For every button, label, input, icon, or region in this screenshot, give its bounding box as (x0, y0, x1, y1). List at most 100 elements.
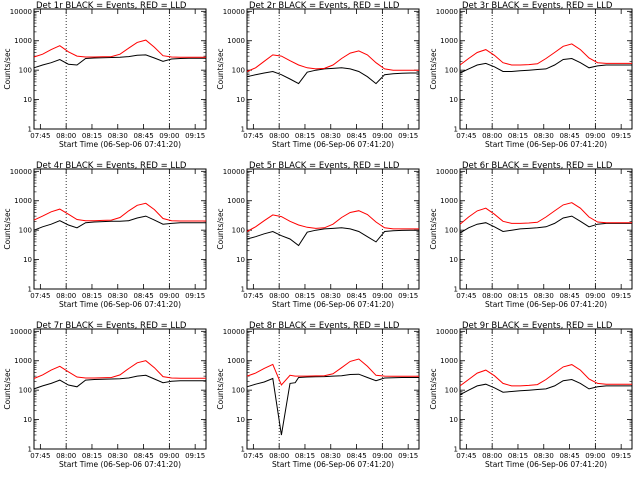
detector-plot-8: Det 8r BLACK = Events, RED = LLD 1 10 100 10… (216, 321, 420, 469)
x-axis-label: Start Time (06-Sep-06 07:41:20) (59, 460, 181, 469)
x-tick-label: 07:45 (30, 292, 50, 300)
x-tick-label: 08:45 (559, 132, 579, 140)
events-series-line (33, 215, 206, 231)
plot-title: Det 2r BLACK = Events, RED = LLD (249, 1, 400, 11)
x-tick-label: 08:30 (534, 292, 554, 300)
x-tick-label: 08:15 (295, 292, 315, 300)
plot-title: Det 1r BLACK = Events, RED = LLD (36, 1, 187, 11)
x-tick-label: 08:30 (108, 132, 128, 140)
x-tick-label: 08:00 (269, 132, 289, 140)
y-tick-label: 1 (454, 286, 458, 294)
x-tick-label: 09:00 (159, 132, 179, 140)
plot-title: Det 5r BLACK = Events, RED = LLD (249, 161, 400, 171)
x-tick-label: 08:15 (295, 132, 315, 140)
y-tick-label: 10 (449, 96, 458, 104)
y-tick-label: 1 (454, 126, 458, 134)
x-tick-label: 08:00 (482, 132, 502, 140)
plot-frame (33, 8, 207, 130)
y-tick-label: 10 (23, 96, 32, 104)
events-series-line (246, 227, 419, 247)
y-tick-label: 1 (241, 286, 245, 294)
x-tick-label: 08:00 (56, 452, 76, 460)
y-tick-label: 100 (19, 387, 32, 395)
y-axis-label: Counts/sec (3, 368, 12, 409)
x-axis-label: Start Time (06-Sep-06 07:41:20) (272, 300, 394, 309)
y-axis-label: Counts/sec (429, 208, 438, 249)
events-series-line (459, 378, 632, 396)
x-tick-label: 08:45 (133, 132, 153, 140)
y-axis-label: Counts/sec (216, 208, 225, 249)
events-series-line (33, 54, 206, 69)
x-tick-label: 08:15 (508, 452, 528, 460)
plot-title: Det 4r BLACK = Events, RED = LLD (36, 161, 187, 171)
y-tick-label: 10000 (10, 8, 32, 16)
x-tick-label: 09:00 (585, 132, 605, 140)
y-axis-label: Counts/sec (216, 368, 225, 409)
x-tick-label: 09:00 (159, 452, 179, 460)
lld-series-line (459, 364, 632, 387)
x-tick-label: 08:15 (295, 452, 315, 460)
detector-plot-5: Det 5r BLACK = Events, RED = LLD 1 10 100 10… (216, 161, 420, 309)
plot-title: Det 8r BLACK = Events, RED = LLD (249, 321, 400, 331)
x-tick-label: 08:30 (321, 452, 341, 460)
y-tick-label: 10000 (10, 328, 32, 336)
y-tick-label: 10000 (436, 168, 458, 176)
lld-series-line (246, 358, 419, 386)
x-tick-label: 09:00 (585, 292, 605, 300)
y-tick-label: 1000 (440, 37, 458, 45)
x-axis-label: Start Time (06-Sep-06 07:41:20) (59, 300, 181, 309)
x-tick-label: 09:15 (398, 292, 418, 300)
lld-series-line (246, 210, 419, 232)
x-tick-label: 09:15 (611, 132, 631, 140)
y-tick-label: 1 (28, 126, 32, 134)
y-tick-label: 10 (449, 256, 458, 264)
x-tick-label: 09:15 (185, 452, 205, 460)
x-axis-label: Start Time (06-Sep-06 07:41:20) (485, 460, 607, 469)
x-tick-label: 07:45 (30, 452, 50, 460)
x-tick-label: 08:45 (133, 292, 153, 300)
detector-plot-6: Det 6r BLACK = Events, RED = LLD 1 10 100 10… (429, 161, 633, 309)
plot-frame (459, 328, 633, 450)
plot-frame (246, 8, 420, 130)
x-axis-label: Start Time (06-Sep-06 07:41:20) (485, 300, 607, 309)
x-tick-label: 08:45 (559, 292, 579, 300)
y-tick-label: 10000 (223, 8, 245, 16)
y-tick-label: 10000 (223, 168, 245, 176)
plot-frame (33, 168, 207, 290)
lld-series-line (33, 360, 206, 379)
x-tick-label: 09:15 (398, 132, 418, 140)
x-tick-label: 07:45 (456, 452, 476, 460)
y-axis-label: Counts/sec (429, 368, 438, 409)
y-tick-label: 10 (236, 96, 245, 104)
y-tick-label: 100 (19, 227, 32, 235)
x-tick-label: 08:00 (56, 292, 76, 300)
x-tick-label: 09:15 (185, 292, 205, 300)
y-tick-label: 10000 (436, 8, 458, 16)
x-tick-label: 08:15 (82, 452, 102, 460)
y-tick-label: 1 (241, 126, 245, 134)
x-tick-label: 07:45 (30, 132, 50, 140)
x-tick-label: 07:45 (243, 452, 263, 460)
y-tick-label: 10 (23, 256, 32, 264)
x-tick-label: 08:30 (108, 452, 128, 460)
y-tick-label: 1000 (440, 357, 458, 365)
detector-plot-7: Det 7r BLACK = Events, RED = LLD 1 10 100 10… (3, 321, 207, 469)
x-tick-label: 08:45 (346, 132, 366, 140)
events-series-line (246, 67, 419, 85)
x-tick-label: 08:00 (482, 292, 502, 300)
y-tick-label: 100 (445, 227, 458, 235)
y-tick-label: 10 (23, 416, 32, 424)
y-tick-label: 1000 (227, 357, 245, 365)
x-tick-label: 08:30 (534, 452, 554, 460)
x-tick-label: 08:00 (269, 292, 289, 300)
x-tick-label: 08:45 (346, 292, 366, 300)
x-tick-label: 08:45 (559, 452, 579, 460)
y-tick-label: 10 (236, 256, 245, 264)
y-tick-label: 10000 (10, 168, 32, 176)
x-tick-label: 09:00 (372, 292, 392, 300)
x-tick-label: 08:00 (269, 452, 289, 460)
plot-title: Det 6r BLACK = Events, RED = LLD (462, 161, 613, 171)
y-tick-label: 10000 (436, 328, 458, 336)
x-tick-label: 08:30 (321, 132, 341, 140)
